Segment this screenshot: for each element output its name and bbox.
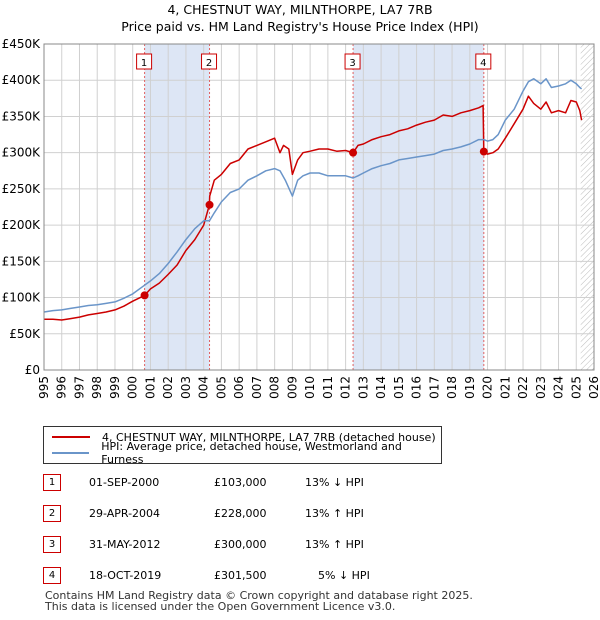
x-tick-label: 2016 [410, 376, 424, 400]
sale-badge: 1 [43, 474, 61, 491]
x-tick-label: 2015 [392, 376, 406, 400]
y-tick-label: £100K [2, 291, 42, 305]
sale-point [205, 200, 214, 209]
sale-price: £103,000 [214, 476, 267, 489]
x-tick-label: 2009 [285, 376, 299, 400]
sale-change: 13% ↑ HPI [305, 538, 364, 551]
x-tick-label: 2014 [374, 376, 388, 400]
sale-label-text: 3 [349, 58, 355, 69]
x-tick-label: 2007 [250, 376, 264, 400]
sale-label-box [136, 53, 153, 70]
y-tick-label: £0 [25, 363, 40, 377]
x-tick-label: 2001 [143, 376, 157, 400]
x-tick-label: 2017 [427, 376, 441, 400]
legend-line-property [52, 436, 90, 438]
x-tick-label: 2021 [498, 376, 512, 400]
series-line-hpi [43, 78, 583, 313]
x-tick-label: 2003 [179, 376, 193, 400]
y-tick-label: £50K [9, 327, 41, 341]
sale-badge: 4 [43, 567, 61, 584]
x-tick-label: 2012 [339, 376, 353, 400]
sale-label-box [475, 53, 492, 70]
plot-border [43, 43, 595, 371]
x-tick-label: 2013 [356, 376, 370, 400]
x-tick-label: 2025 [569, 376, 583, 400]
y-tick-label: £150K [2, 254, 42, 268]
sale-badge: 2 [43, 505, 61, 522]
sale-label-box [201, 53, 218, 70]
legend-item-property: 4, CHESTNUT WAY, MILNTHORPE, LA7 7RB (de… [52, 429, 436, 445]
sale-change: 13% ↑ HPI [305, 507, 364, 520]
sale-label-text: 4 [480, 58, 486, 69]
forecast-hatch [580, 44, 594, 370]
x-tick-label: 1998 [90, 376, 104, 400]
x-tick-label: 2000 [126, 376, 140, 400]
x-tick-label: 2004 [197, 376, 211, 400]
x-tick-label: 1999 [108, 376, 122, 400]
x-tick-label: 2005 [214, 376, 228, 400]
x-tick-label: 2006 [232, 376, 246, 400]
sale-change: 13% ↓ HPI [305, 476, 364, 489]
sale-point [140, 291, 149, 300]
legend-item-hpi: HPI: Average price, detached house, West… [52, 440, 441, 466]
x-tick-label: 2019 [463, 376, 477, 400]
price-chart: £0 £50K £100K £150K £200K £250K £300K £350K £400… [2, 37, 600, 400]
chart-title-address: 4, CHESTNUT WAY, MILNTHORPE, LA7 7RB [167, 2, 433, 17]
sale-price: £301,500 [214, 569, 267, 582]
x-tick-label: 2010 [303, 376, 317, 400]
series-line-property [44, 95, 583, 321]
footer-attribution: Contains HM Land Registry data © Crown c… [45, 590, 473, 612]
sale-point [349, 148, 358, 157]
y-tick-label: £450K [2, 37, 42, 51]
chart-subtitle: Price paid vs. HM Land Registry's House … [121, 19, 479, 34]
sale-date: 31-MAY-2012 [89, 538, 161, 551]
sale-date: 29-APR-2004 [89, 507, 161, 520]
y-tick-label: £250K [2, 182, 42, 196]
x-tick-label: 1996 [55, 376, 69, 400]
shaded-period [144, 44, 210, 370]
x-tick-label: 2008 [268, 376, 282, 400]
y-tick-label: £200K [2, 218, 42, 232]
sale-badge: 3 [43, 536, 61, 553]
shaded-period [353, 44, 484, 370]
x-tick-label: 1995 [37, 376, 51, 400]
sale-label-text: 1 [141, 58, 147, 69]
sale-price: £300,000 [214, 538, 267, 551]
y-tick-label: £350K [2, 109, 42, 123]
x-tick-label: 2020 [481, 376, 495, 400]
x-tick-label: 2022 [516, 376, 530, 400]
x-tick-label: 2023 [534, 376, 548, 400]
legend-line-hpi [52, 452, 90, 454]
sale-date: 18-OCT-2019 [89, 569, 162, 582]
y-tick-label: £300K [2, 146, 42, 160]
legend-label-hpi: HPI: Average price, detached house, West… [101, 440, 402, 466]
footer-line: Contains HM Land Registry data © Crown c… [45, 589, 473, 602]
y-tick-label: £400K [2, 73, 42, 87]
sale-point [479, 147, 488, 156]
sale-date: 01-SEP-2000 [89, 476, 160, 489]
x-tick-label: 2002 [161, 376, 175, 400]
x-tick-label: 1997 [72, 376, 86, 400]
x-tick-label: 2018 [445, 376, 459, 400]
legend-label-property: 4, CHESTNUT WAY, MILNTHORPE, LA7 7RB (de… [102, 430, 436, 444]
footer-line: This data is licensed under the Open Gov… [45, 600, 396, 613]
x-tick-label: 2026 [587, 376, 600, 400]
x-tick-label: 2011 [321, 376, 335, 400]
chart-legend: 4, CHESTNUT WAY, MILNTHORPE, LA7 7RB (de… [43, 426, 442, 466]
sale-label-box [344, 53, 361, 70]
x-tick-label: 2024 [552, 376, 566, 400]
sale-label-text: 2 [206, 58, 212, 69]
sale-price: £228,000 [214, 507, 267, 520]
sale-change: 5% ↓ HPI [318, 569, 370, 582]
